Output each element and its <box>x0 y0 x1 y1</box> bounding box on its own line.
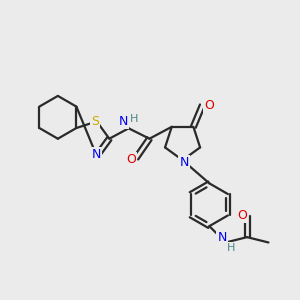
Text: S: S <box>91 116 99 128</box>
Text: O: O <box>126 153 136 166</box>
Text: N: N <box>92 148 101 161</box>
Text: N: N <box>118 115 128 128</box>
Text: N: N <box>218 231 227 244</box>
Text: O: O <box>237 209 247 222</box>
Text: N: N <box>179 156 189 169</box>
Text: O: O <box>204 99 214 112</box>
Text: H: H <box>130 114 138 124</box>
Text: H: H <box>227 243 235 253</box>
